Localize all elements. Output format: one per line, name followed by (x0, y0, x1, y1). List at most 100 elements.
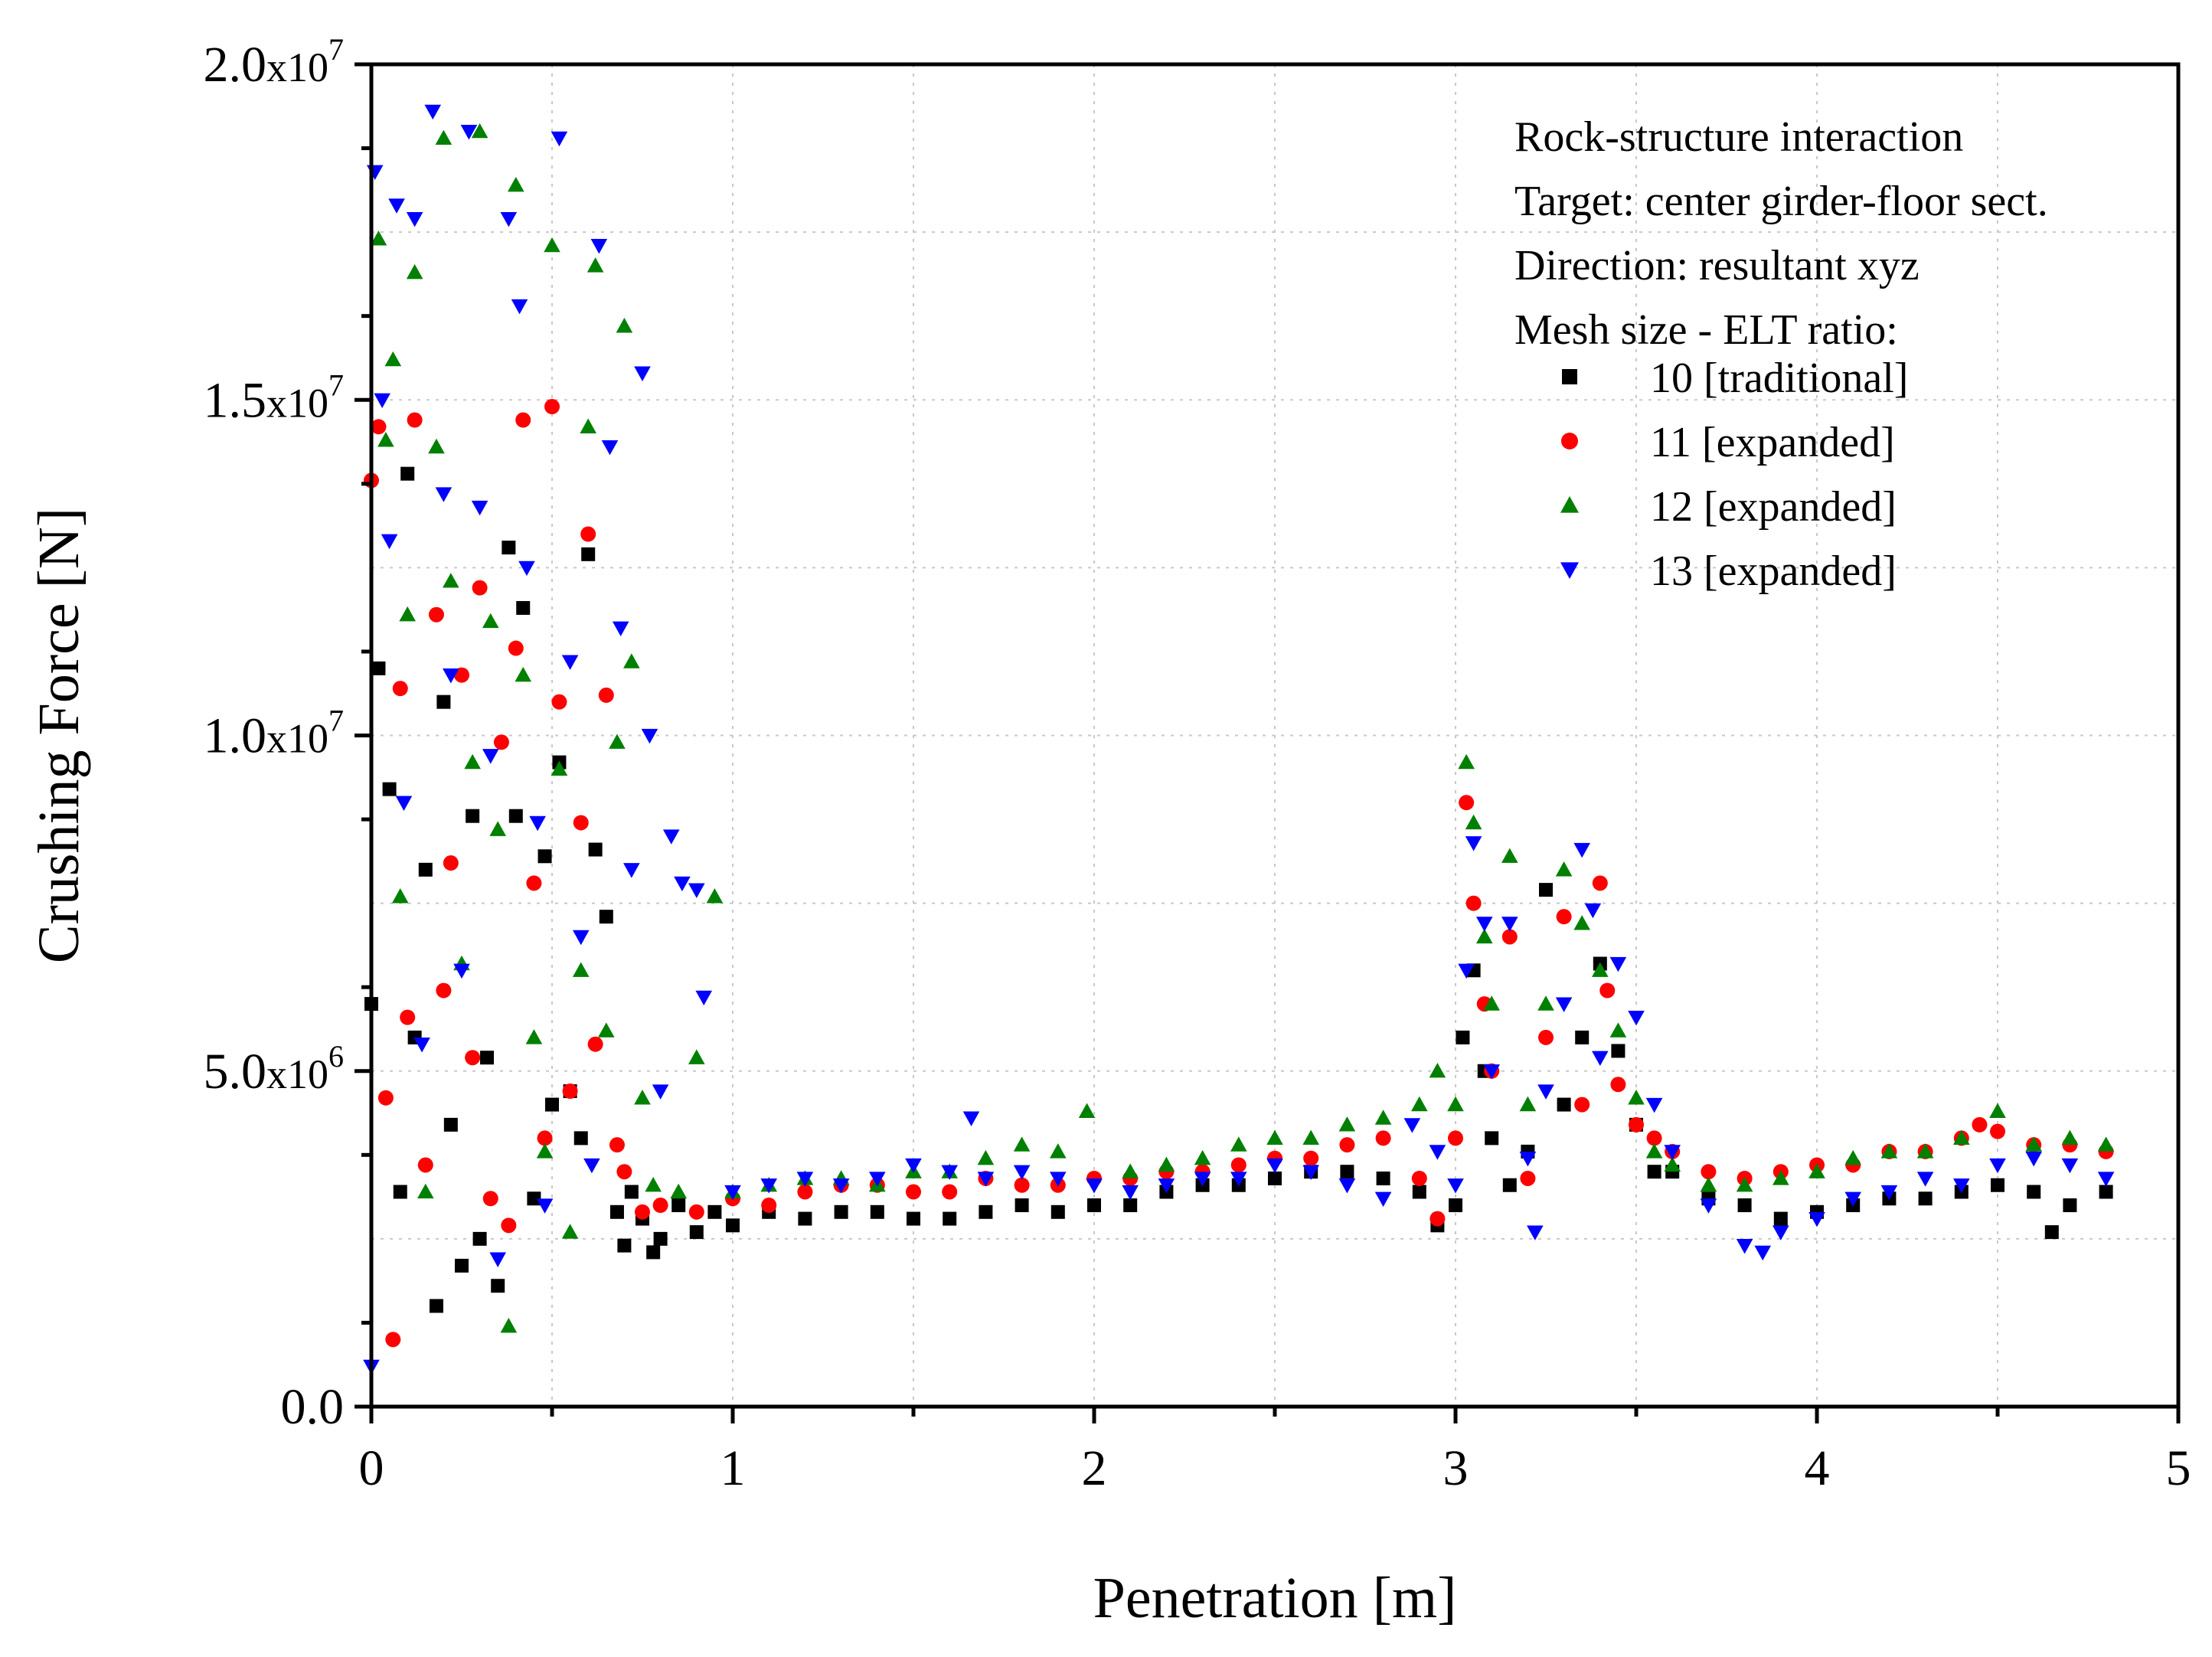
data-point (1122, 1185, 1139, 1201)
data-point (573, 1131, 588, 1146)
data-point (634, 1090, 651, 1105)
data-point (561, 655, 579, 670)
data-point (726, 1218, 740, 1233)
data-point (1610, 1077, 1626, 1093)
data-point (706, 888, 724, 904)
data-point (1502, 1178, 1517, 1192)
data-point (1918, 1191, 1933, 1206)
data-point (1447, 1178, 1464, 1194)
data-point (443, 668, 459, 684)
data-point (942, 1184, 958, 1200)
data-point (1575, 1030, 1590, 1044)
legend: Rock-structure interaction Target: center… (1514, 113, 2048, 595)
data-point (652, 1198, 668, 1214)
data-point (491, 1279, 505, 1293)
data-point (1403, 1118, 1421, 1133)
data-point (2063, 1198, 2077, 1213)
legend-annotation-line: Direction: resultant xyz (1514, 242, 1920, 289)
data-point (371, 419, 387, 435)
data-point (634, 366, 651, 381)
data-point (641, 728, 658, 744)
data-point (624, 1185, 639, 1199)
data-point (1122, 1163, 1139, 1178)
data-point (598, 1022, 615, 1038)
data-point (493, 734, 509, 750)
x-axis-title: Penetration [m] (1093, 1566, 1457, 1630)
x-tick-label: 1 (720, 1440, 746, 1496)
data-point (1953, 1178, 1970, 1194)
data-point (417, 1183, 434, 1199)
data-point (869, 1172, 886, 1187)
data-point (472, 580, 488, 596)
data-point (834, 1204, 848, 1219)
data-point (1501, 917, 1518, 932)
data-point (645, 1176, 662, 1192)
data-point (377, 432, 394, 447)
data-point (688, 1049, 705, 1064)
data-point (1808, 1211, 1825, 1227)
data-point (609, 734, 626, 749)
data-point (454, 667, 469, 683)
data-point (1303, 1150, 1319, 1166)
data-point (384, 351, 402, 367)
data-point (471, 500, 488, 516)
data-point (1754, 1245, 1771, 1261)
data-point (406, 211, 423, 227)
data-point (1700, 1198, 1717, 1214)
data-point (1015, 1198, 1029, 1213)
data-point (1989, 1103, 2006, 1118)
data-point (1448, 1130, 1463, 1146)
data-point (832, 1178, 850, 1194)
data-point (1458, 963, 1475, 979)
data-point (393, 1185, 407, 1199)
data-point (905, 1158, 922, 1174)
data-point (1519, 1096, 1537, 1112)
data-point (580, 526, 596, 542)
data-point (1050, 1143, 1067, 1159)
data-point (482, 749, 499, 764)
data-point (1645, 1097, 1663, 1113)
data-point (1520, 1170, 1536, 1186)
data-point (464, 753, 481, 770)
data-point (2099, 1185, 2113, 1199)
data-point (1991, 1178, 2005, 1192)
data-point (1844, 1149, 1861, 1165)
series-2 (370, 123, 2115, 1333)
plot-frame (369, 62, 2181, 1409)
data-point (399, 606, 416, 622)
data-point (428, 606, 444, 623)
data-point (400, 466, 415, 481)
data-point (502, 541, 516, 555)
data-point (617, 1238, 632, 1253)
data-point (797, 1184, 813, 1200)
data-point (1537, 1084, 1554, 1100)
data-point (761, 1198, 777, 1214)
data-point (1773, 1225, 1789, 1240)
data-point (1411, 1096, 1428, 1112)
data-point (472, 1231, 487, 1246)
data-point (1628, 1010, 1645, 1026)
data-point (724, 1185, 741, 1201)
data-point (977, 1149, 995, 1165)
data-point (798, 1211, 812, 1226)
data-point (428, 438, 445, 454)
data-point (1701, 1164, 1717, 1180)
data-point (1557, 1097, 1571, 1112)
data-point (436, 695, 451, 709)
data-point (511, 299, 528, 315)
legend-annotation-line: Mesh size - ELT ratio: (1514, 306, 1898, 354)
data-point (1230, 1172, 1247, 1187)
data-point (1302, 1129, 1319, 1146)
data-point (381, 534, 398, 550)
data-point (1916, 1143, 1934, 1159)
data-point (1078, 1103, 1096, 1118)
data-point (471, 123, 488, 139)
data-point (443, 1117, 458, 1132)
data-point (588, 842, 603, 857)
data-point (377, 1090, 394, 1106)
data-point (561, 1224, 579, 1239)
data-point (1465, 836, 1482, 851)
data-point (1485, 1131, 1499, 1146)
data-point (1158, 1178, 1175, 1194)
data-point (1645, 1143, 1663, 1159)
